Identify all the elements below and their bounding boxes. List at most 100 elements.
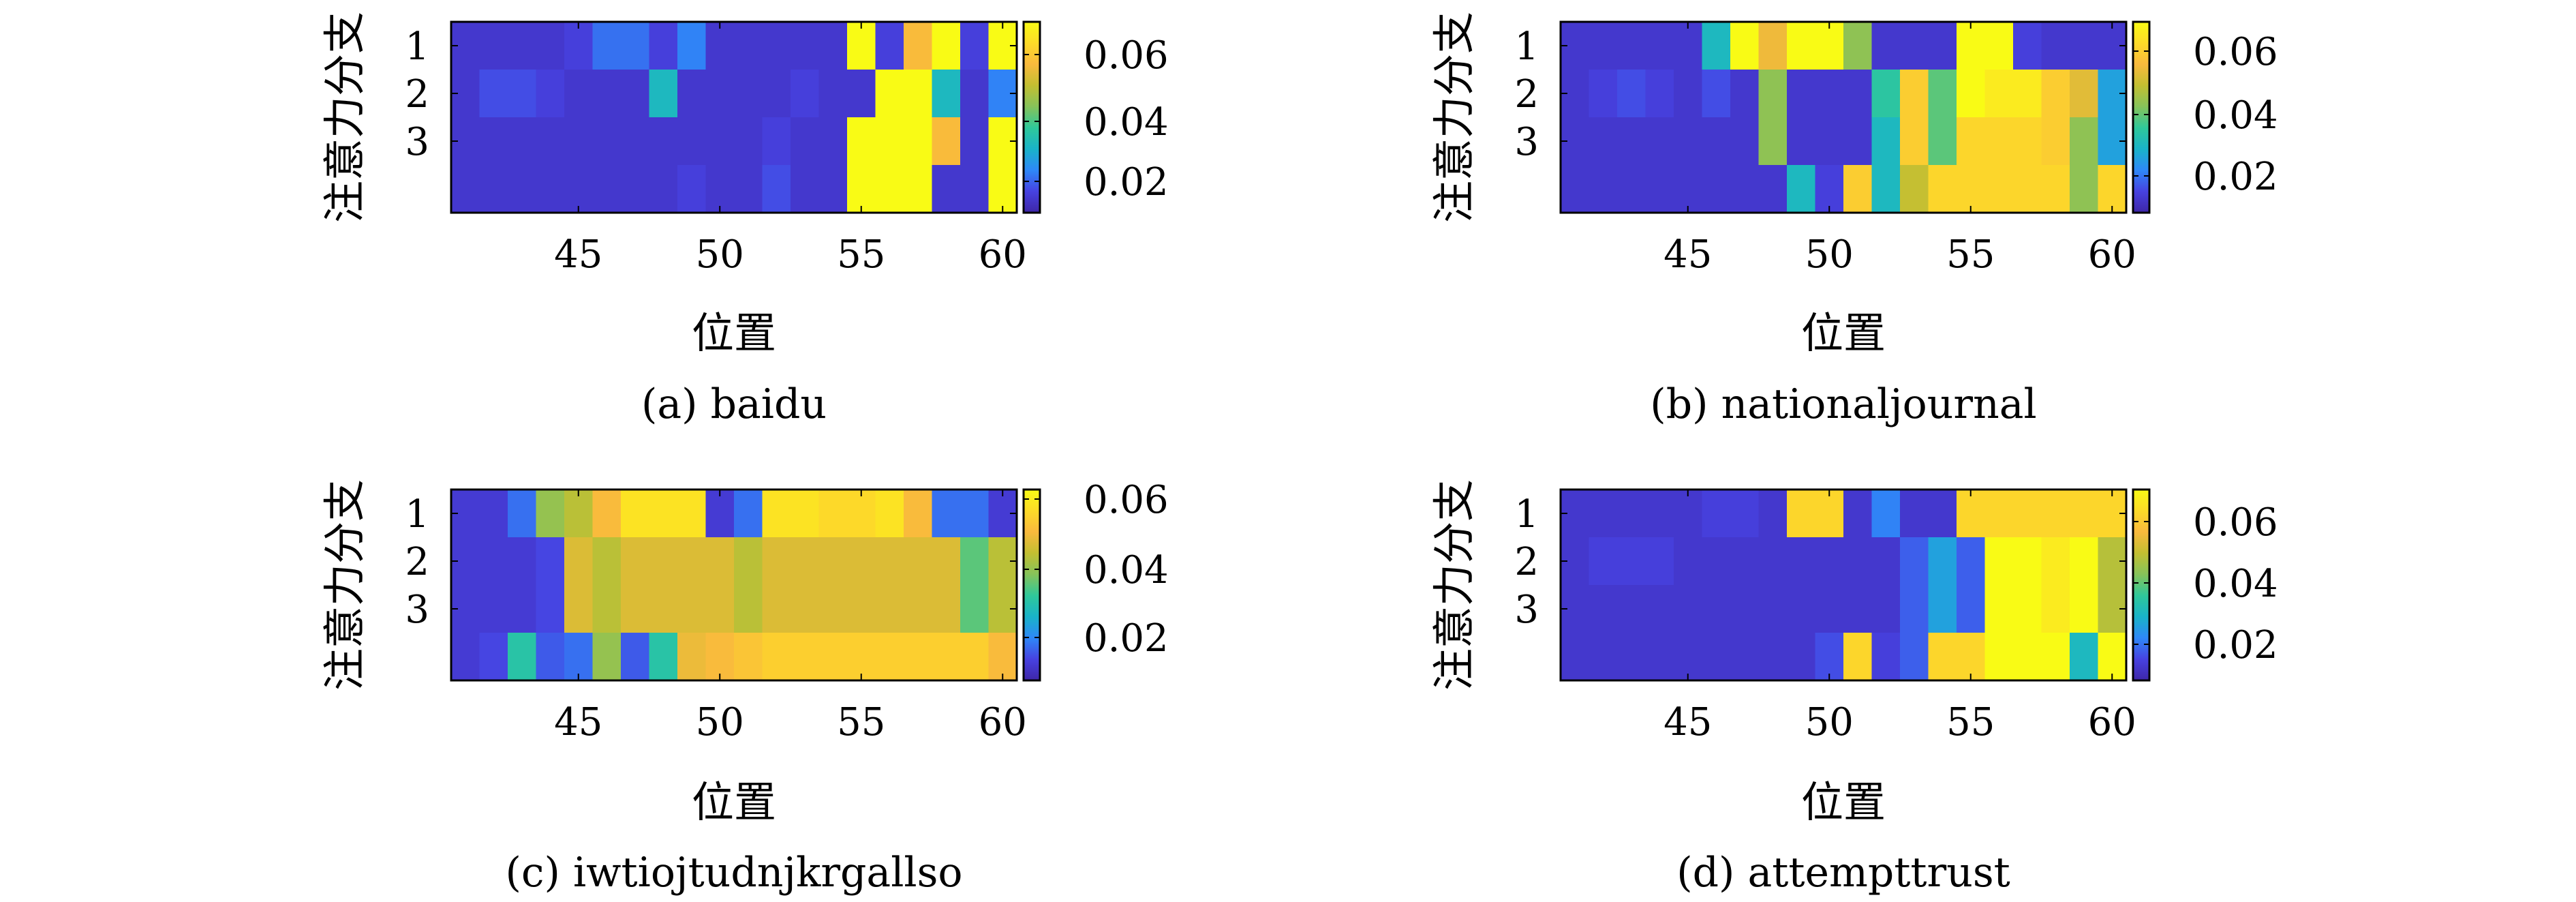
heatmap-cell: [2070, 70, 2099, 118]
heatmap-cell: [1900, 537, 1929, 586]
heatmap-cell: [762, 633, 791, 681]
y-tick-label: 3: [1514, 588, 1539, 632]
heatmap-cell: [1843, 117, 1873, 166]
heatmap-cell: [791, 585, 820, 633]
heatmap-cell: [677, 537, 707, 586]
colorbar: [2132, 20, 2151, 214]
heatmap-cell: [1702, 633, 1731, 681]
heatmap-cell: [762, 165, 791, 213]
heatmap-cell: [875, 585, 904, 633]
y-axis-label: 注意力分支: [320, 479, 369, 691]
heatmap-cell: [932, 633, 961, 681]
heatmap-cell: [1730, 22, 1760, 70]
heatmap-cell: [847, 165, 876, 213]
heatmap-cell: [649, 490, 678, 538]
heatmap-cell: [1900, 22, 1929, 70]
heatmap-cell: [1900, 70, 1929, 118]
x-tick-label: 60: [979, 232, 1027, 277]
y-axis-label: 注意力分支: [320, 12, 369, 223]
x-tick-label: 50: [1805, 232, 1854, 277]
heatmap-cell: [592, 22, 622, 70]
heatmap-cell: [932, 585, 961, 633]
heatmap-cell: [1928, 70, 1957, 118]
heatmap-cell: [734, 117, 763, 166]
x-tick-label: 60: [979, 700, 1027, 745]
x-tick-label: 55: [837, 700, 885, 745]
heatmap-cell: [1645, 633, 1674, 681]
heatmap-cell: [2070, 490, 2099, 538]
heatmap-cell: [1617, 537, 1646, 586]
plot-frame: [1559, 488, 2128, 682]
y-tick-label: 2: [1514, 540, 1539, 584]
heatmap-cell: [847, 70, 876, 118]
heatmap-cell: [1758, 585, 1788, 633]
y-tick-label: 2: [405, 72, 429, 117]
heatmap-cell: [1871, 70, 1901, 118]
heatmap-cell: [762, 117, 791, 166]
heatmap-cell: [960, 22, 990, 70]
heatmap-cell: [875, 22, 904, 70]
heatmap-cell: [734, 633, 763, 681]
heatmap-cell: [1957, 537, 1986, 586]
colorbar-tick-label: 0.06: [1084, 33, 1169, 78]
heatmap-cell: [479, 117, 508, 166]
heatmap-cell: [904, 117, 933, 166]
heatmap-cell: [791, 490, 820, 538]
heatmap-cell: [818, 117, 848, 166]
heatmap-cell: [1758, 117, 1788, 166]
heatmap-cell: [1589, 165, 1618, 213]
heatmap-cell: [479, 633, 508, 681]
heatmap-cell: [960, 165, 990, 213]
colorbar-tick-label: 0.02: [1084, 160, 1169, 205]
heatmap-cell: [1957, 117, 1986, 166]
heatmap-cell: [1758, 490, 1788, 538]
heatmap-cell: [1957, 165, 1986, 213]
heatmap-cell: [2041, 70, 2070, 118]
heatmap-cell: [1589, 117, 1618, 166]
heatmap-cell: [1645, 490, 1674, 538]
heatmap-cell: [1730, 165, 1760, 213]
y-tick-label: 2: [405, 540, 429, 584]
heatmap-cell: [1730, 585, 1760, 633]
heatmap-cell: [649, 22, 678, 70]
heatmap-cell: [734, 70, 763, 118]
heatmap-cell: [1617, 490, 1646, 538]
heatmap-cell: [1984, 490, 2014, 538]
heatmap-panel-4: 45 50 55 60 123 位置 注意力分支 (d) attempttrust 0.02 0.…: [1429, 479, 2278, 897]
heatmap-cell: [649, 70, 678, 118]
plot-frame: [450, 488, 1018, 682]
heatmap-cell: [1871, 22, 1901, 70]
heatmap-cell: [1787, 537, 1816, 586]
heatmap-cell: [1871, 537, 1901, 586]
heatmap-cell: [1815, 490, 1844, 538]
heatmap-cell: [1589, 633, 1618, 681]
heatmap-cell: [2098, 165, 2127, 213]
heatmap-cell: [1645, 22, 1674, 70]
heatmap-cell: [1617, 70, 1646, 118]
heatmap-cell: [621, 585, 650, 633]
heatmap-cell: [2070, 633, 2099, 681]
heatmap-cell: [1928, 165, 1957, 213]
heatmap-cell: [1900, 585, 1929, 633]
heatmap-cell: [1730, 633, 1760, 681]
x-axis-label: 位置: [1801, 308, 1886, 358]
heatmap-cell: [1589, 70, 1618, 118]
heatmap-cell: [1561, 633, 1590, 681]
heatmap-cell: [1702, 117, 1731, 166]
heatmap-cell: [1843, 537, 1873, 586]
heatmap-cell: [1871, 633, 1901, 681]
heatmap-cell: [2013, 70, 2042, 118]
heatmap-cell: [1758, 70, 1788, 118]
y-tick-label: 1: [405, 492, 429, 537]
heatmap-cell: [1815, 22, 1844, 70]
heatmap-cell: [536, 22, 565, 70]
x-tick-label: 60: [2088, 232, 2136, 277]
heatmap-cell: [451, 633, 480, 681]
heatmap-cell: [677, 22, 707, 70]
heatmap-cell: [621, 117, 650, 166]
heatmap-cell: [1730, 490, 1760, 538]
heatmap-cell: [762, 70, 791, 118]
x-axis-label: 位置: [692, 777, 776, 827]
heatmap-cell: [536, 117, 565, 166]
heatmap-cell: [592, 585, 622, 633]
